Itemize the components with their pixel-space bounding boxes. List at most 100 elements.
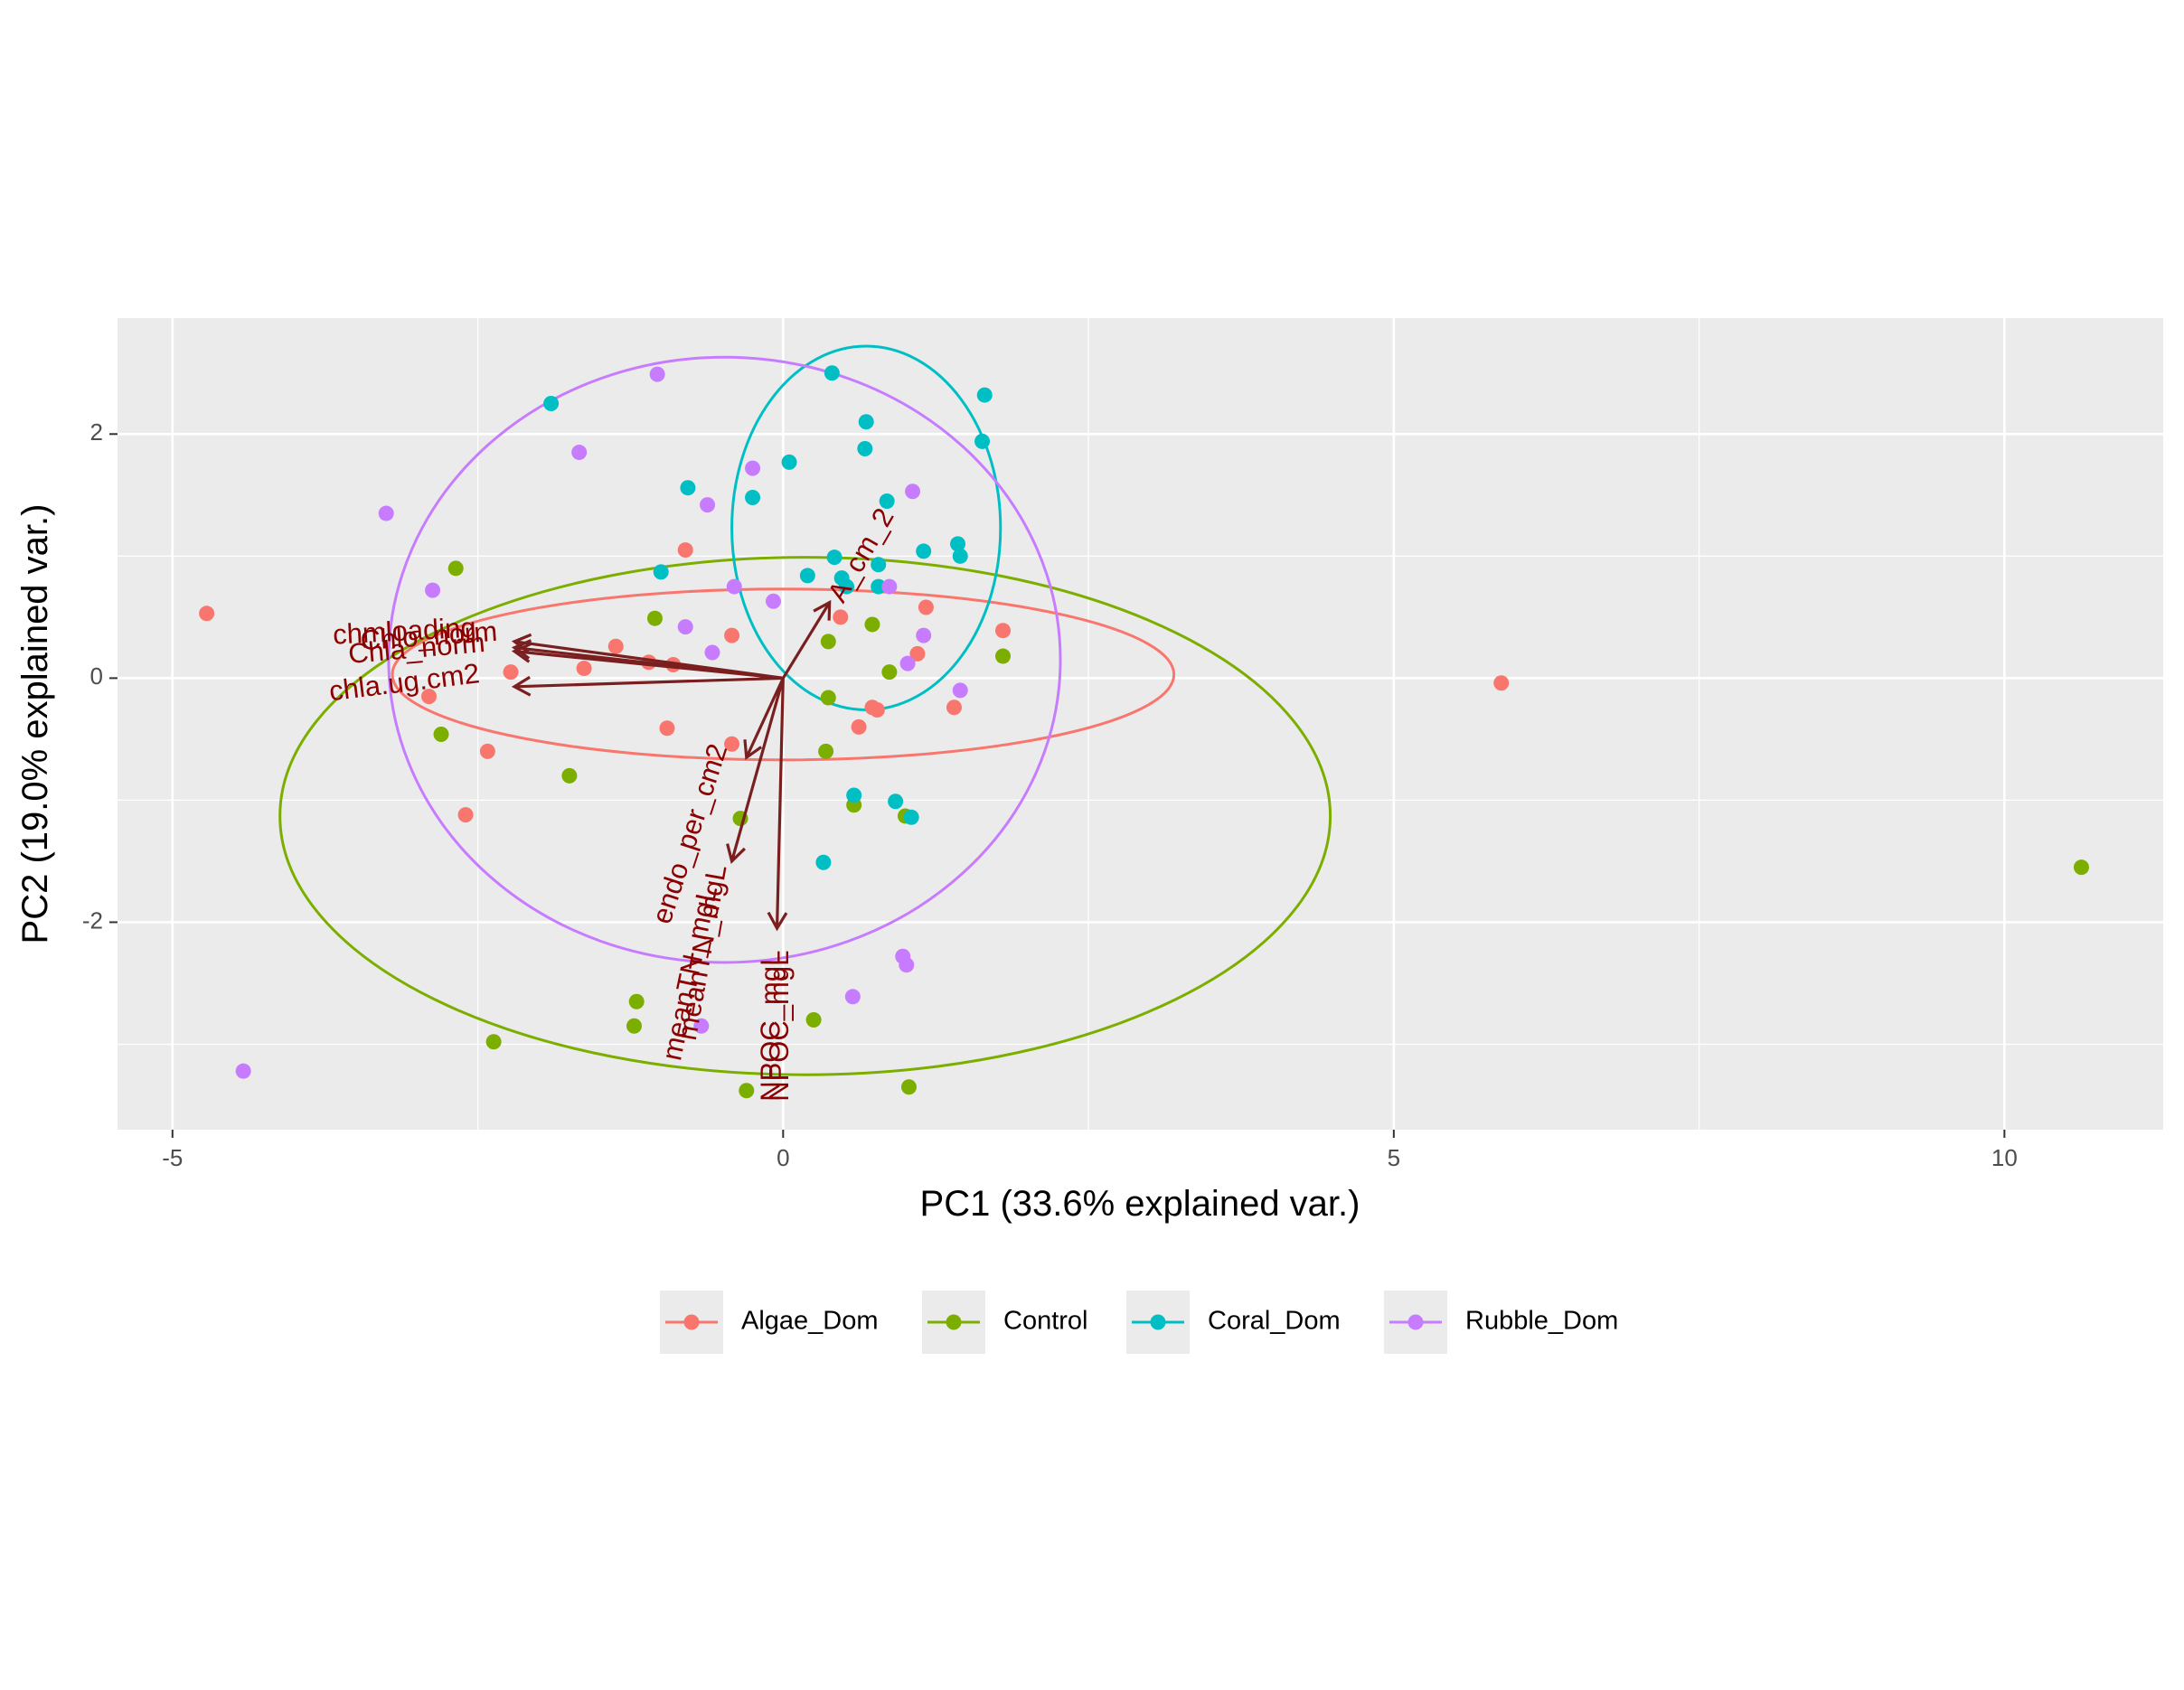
point-algae-dom — [457, 807, 474, 823]
point-algae-dom — [199, 606, 215, 622]
point-algae-dom — [677, 542, 693, 559]
point-control — [485, 1034, 502, 1050]
loading-arrow — [726, 677, 785, 864]
y-tick-label: 2 — [90, 418, 103, 446]
point-control — [739, 1083, 755, 1099]
legend-label: Control — [1003, 1307, 1088, 1336]
x-tick-label: 10 — [1991, 1144, 2018, 1171]
point-control — [433, 726, 449, 742]
point-algae-dom — [576, 661, 592, 677]
point-algae-dom — [607, 638, 624, 654]
point-rubble-dom — [881, 578, 898, 595]
point-control — [818, 743, 834, 759]
point-control — [626, 1018, 642, 1034]
point-rubble-dom — [916, 627, 932, 643]
point-coral-dom — [543, 396, 560, 412]
point-rubble-dom — [726, 578, 742, 595]
point-coral-dom — [976, 387, 993, 403]
point-control — [447, 560, 464, 577]
legend-item-coral-dom: Coral_Dom — [1126, 1291, 1341, 1354]
y-axis-title: PC2 (19.0% explained var.) — [15, 504, 55, 944]
point-coral-dom — [950, 536, 966, 552]
point-control — [820, 690, 836, 706]
loading-arrow — [511, 675, 784, 697]
point-algae-dom — [869, 701, 885, 718]
point-coral-dom — [974, 433, 991, 449]
point-rubble-dom — [235, 1063, 251, 1079]
point-rubble-dom — [378, 505, 394, 521]
loading-label: NPOC_mgL — [763, 951, 795, 1102]
plot-panel — [118, 318, 2163, 1130]
minor-gridlines — [118, 318, 2163, 1130]
point-coral-dom — [781, 454, 797, 470]
legend-item-rubble-dom: Rubble_Dom — [1384, 1291, 1618, 1354]
x-axis-ticks: -5 0 5 10 — [162, 1130, 2018, 1171]
point-control — [995, 648, 1012, 664]
point-algae-dom — [724, 736, 740, 752]
point-rubble-dom — [745, 460, 761, 476]
point-control — [881, 664, 898, 681]
point-coral-dom — [839, 578, 855, 595]
point-coral-dom — [824, 365, 840, 381]
point-control — [561, 767, 578, 784]
x-tick-label: 5 — [1388, 1144, 1400, 1171]
point-coral-dom — [888, 793, 904, 810]
point-algae-dom — [851, 718, 867, 735]
x-axis-title: PC1 (33.6% explained var.) — [920, 1184, 1360, 1224]
point-algae-dom — [659, 720, 675, 737]
point-coral-dom — [871, 578, 887, 595]
point-rubble-dom — [693, 1018, 710, 1034]
point-rubble-dom — [425, 582, 441, 598]
x-tick-label: -5 — [162, 1144, 183, 1171]
y-tick-label: 0 — [90, 662, 103, 690]
point-coral-dom — [857, 440, 873, 456]
point-algae-dom — [724, 627, 740, 643]
point-coral-dom — [846, 787, 862, 803]
point-rubble-dom — [905, 484, 921, 500]
y-axis-ticks: -2 0 2 — [82, 418, 118, 934]
ellipse-control — [278, 556, 1332, 1076]
point-coral-dom — [680, 480, 696, 496]
point-algae-dom — [503, 664, 519, 681]
ellipse-rubble-dom — [387, 355, 1062, 964]
point-rubble-dom — [952, 682, 968, 699]
point-rubble-dom — [766, 593, 782, 609]
loading-arrow — [767, 678, 788, 932]
point-control — [864, 616, 880, 633]
point-rubble-dom — [571, 445, 588, 461]
point-algae-dom — [918, 599, 934, 615]
point-control — [646, 610, 663, 626]
legend-label: Rubble_Dom — [1465, 1307, 1618, 1336]
loading-arrows — [511, 599, 832, 932]
point-algae-dom — [946, 699, 962, 716]
point-rubble-dom — [704, 644, 720, 661]
legend-key-point — [683, 1314, 700, 1330]
point-rubble-dom — [700, 497, 716, 513]
legend-item-control: Control — [922, 1291, 1088, 1354]
point-control — [628, 993, 645, 1009]
point-coral-dom — [858, 414, 874, 430]
loading-arrow — [781, 599, 832, 680]
loading-label: NPOC_mgL — [754, 951, 786, 1102]
point-algae-dom — [909, 645, 926, 662]
point-coral-dom — [871, 557, 887, 573]
legend-key-point — [1150, 1314, 1166, 1330]
point-algae-dom — [995, 623, 1012, 639]
point-coral-dom — [815, 854, 832, 870]
legend-label: Coral_Dom — [1208, 1307, 1341, 1336]
point-control — [820, 634, 836, 650]
point-coral-dom — [653, 564, 669, 580]
legend-label: Algae_Dom — [741, 1307, 879, 1336]
point-control — [2073, 859, 2089, 876]
point-control — [805, 1011, 822, 1028]
legend-key-point — [946, 1314, 962, 1330]
loading-arrow — [511, 642, 784, 680]
point-algae-dom — [1493, 675, 1510, 691]
point-rubble-dom — [677, 619, 693, 635]
legend-item-algae-dom: Algae_Dom — [660, 1291, 879, 1354]
point-algae-dom — [479, 743, 495, 759]
x-tick-label: 0 — [777, 1144, 789, 1171]
point-coral-dom — [903, 809, 919, 825]
major-gridlines — [118, 318, 2163, 1130]
point-coral-dom — [879, 493, 895, 510]
